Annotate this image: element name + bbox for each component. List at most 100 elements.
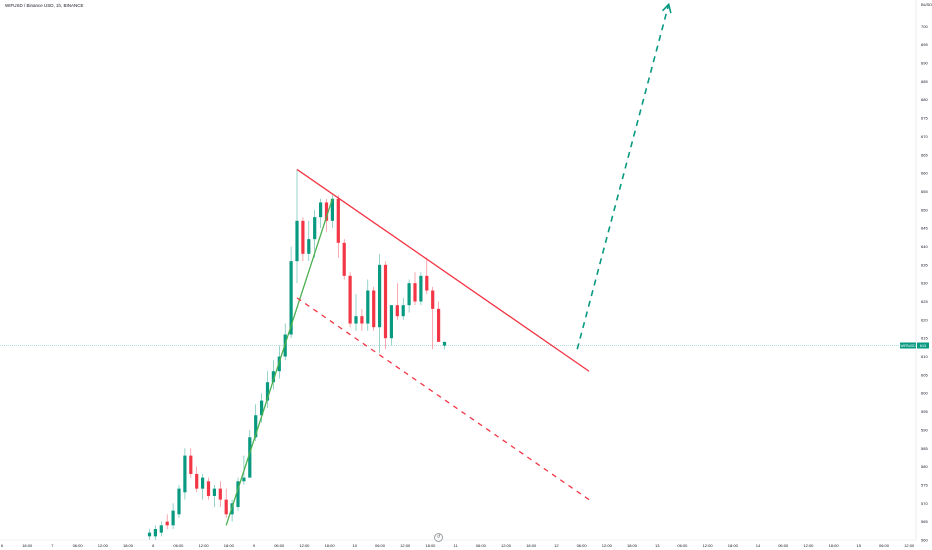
candle [153, 525, 157, 540]
trend-drawings [225, 2, 672, 526]
price-tick-label: 640 [921, 244, 928, 249]
candle-body [224, 499, 228, 515]
candle-body [319, 202, 323, 218]
candle [366, 279, 370, 331]
candle-body [330, 198, 334, 221]
price-tick-label: 595 [921, 409, 928, 414]
candle-body [183, 455, 187, 493]
price-tick-label: 560 [921, 538, 928, 543]
resistance-trendline [296, 168, 590, 372]
candle [407, 279, 411, 313]
candle-body [242, 477, 246, 482]
candle [224, 488, 228, 518]
candle [301, 217, 305, 262]
reset-chart-icon[interactable]: ↺ [434, 533, 443, 542]
time-tick-label: 7 [51, 543, 54, 548]
candle [342, 239, 346, 280]
last-price-badge: WIFBUSD 613 [900, 342, 929, 349]
price-tick-label: 610 [921, 354, 928, 359]
candle-body [165, 521, 169, 526]
price-tick-label: 590 [921, 427, 928, 432]
candle [383, 261, 388, 350]
candle-body [383, 264, 388, 339]
candle [159, 521, 163, 537]
time-tick-label: 06:00 [274, 543, 285, 548]
price-tick-label: 600 [921, 391, 928, 396]
time-tick-label: 15 [857, 543, 862, 548]
currency-label: BUSD [921, 2, 932, 7]
time-tick-label: 12:00 [98, 543, 109, 548]
candle-body [354, 316, 358, 324]
symbol-badge-label: WIFBUSD [900, 344, 916, 348]
candle-body [360, 316, 364, 324]
candle [378, 253, 382, 353]
candle-body [189, 455, 193, 474]
candle [165, 514, 169, 529]
candle-body [431, 290, 435, 309]
time-tick-label: 6 [1, 543, 4, 548]
time-tick-label: 12:00 [501, 543, 512, 548]
lower-channel [296, 297, 590, 501]
candle-body [324, 202, 329, 221]
candle-body [159, 525, 163, 533]
time-tick-label: 18:00 [526, 543, 537, 548]
time-tick-label: 12:00 [602, 543, 613, 548]
candle [218, 481, 222, 507]
price-tick-label: 680 [921, 97, 928, 102]
candle-body [271, 371, 275, 383]
candle [265, 371, 270, 408]
candle-body [301, 220, 305, 254]
chart-title: WIFUSD / Binance USD, 1h, BINANCE [5, 3, 84, 8]
candle [360, 308, 364, 331]
candle-body [413, 283, 417, 302]
candle [401, 297, 405, 320]
candle-body [378, 264, 382, 328]
time-tick-label: 11 [454, 543, 459, 548]
price-tick-label: 605 [921, 372, 928, 377]
candle [348, 272, 352, 328]
time-tick-label: 18:00 [627, 543, 638, 548]
candle [271, 360, 275, 390]
candle-body [389, 305, 393, 339]
price-tick-label: 645 [921, 226, 928, 231]
candle-body [289, 261, 293, 335]
candle-body [407, 283, 411, 306]
candle-body [212, 488, 216, 496]
time-tick-label: 06:00 [677, 543, 688, 548]
candle-body [419, 275, 423, 302]
candle [295, 169, 299, 284]
candle [147, 528, 152, 540]
candle [206, 477, 211, 500]
candle [313, 209, 317, 258]
candle-body [147, 532, 152, 537]
candle-body [425, 275, 429, 291]
time-tick-label: 18:00 [22, 543, 33, 548]
support-trendline [225, 198, 334, 526]
time-tick-label: 18:00 [224, 543, 235, 548]
candle [419, 272, 423, 306]
time-tick-label: 06:00 [375, 543, 386, 548]
price-tick-label: 570 [921, 501, 928, 506]
price-tick-label: 670 [921, 134, 928, 139]
candle-body [201, 477, 205, 489]
price-tick-label: 615 [921, 336, 928, 341]
candle [236, 477, 240, 511]
time-tick-label: 12:00 [199, 543, 210, 548]
candle [171, 503, 175, 529]
candle-body [372, 290, 376, 328]
price-tick-label: 620 [921, 317, 928, 322]
time-axis[interactable]: 6 18:00 7 06:00 12:00 18:00 8 06:00 12:00 18:00 9 0… [0, 539, 916, 548]
price-axis[interactable]: BUSD 700 695 690 685 680 675 670 665 660 655 650 645… [915, 0, 932, 543]
candle [372, 286, 376, 331]
candle-body [366, 290, 370, 324]
price-tick-label: 635 [921, 262, 928, 267]
price-tick-label: 630 [921, 281, 928, 286]
candle-body [177, 488, 181, 515]
candle [413, 272, 417, 306]
candle-body [342, 242, 346, 276]
time-tick-label: 14 [756, 543, 761, 548]
time-tick-label: 12:00 [400, 543, 411, 548]
price-tick-label: 685 [921, 79, 928, 84]
price-tick-label: 695 [921, 42, 928, 47]
